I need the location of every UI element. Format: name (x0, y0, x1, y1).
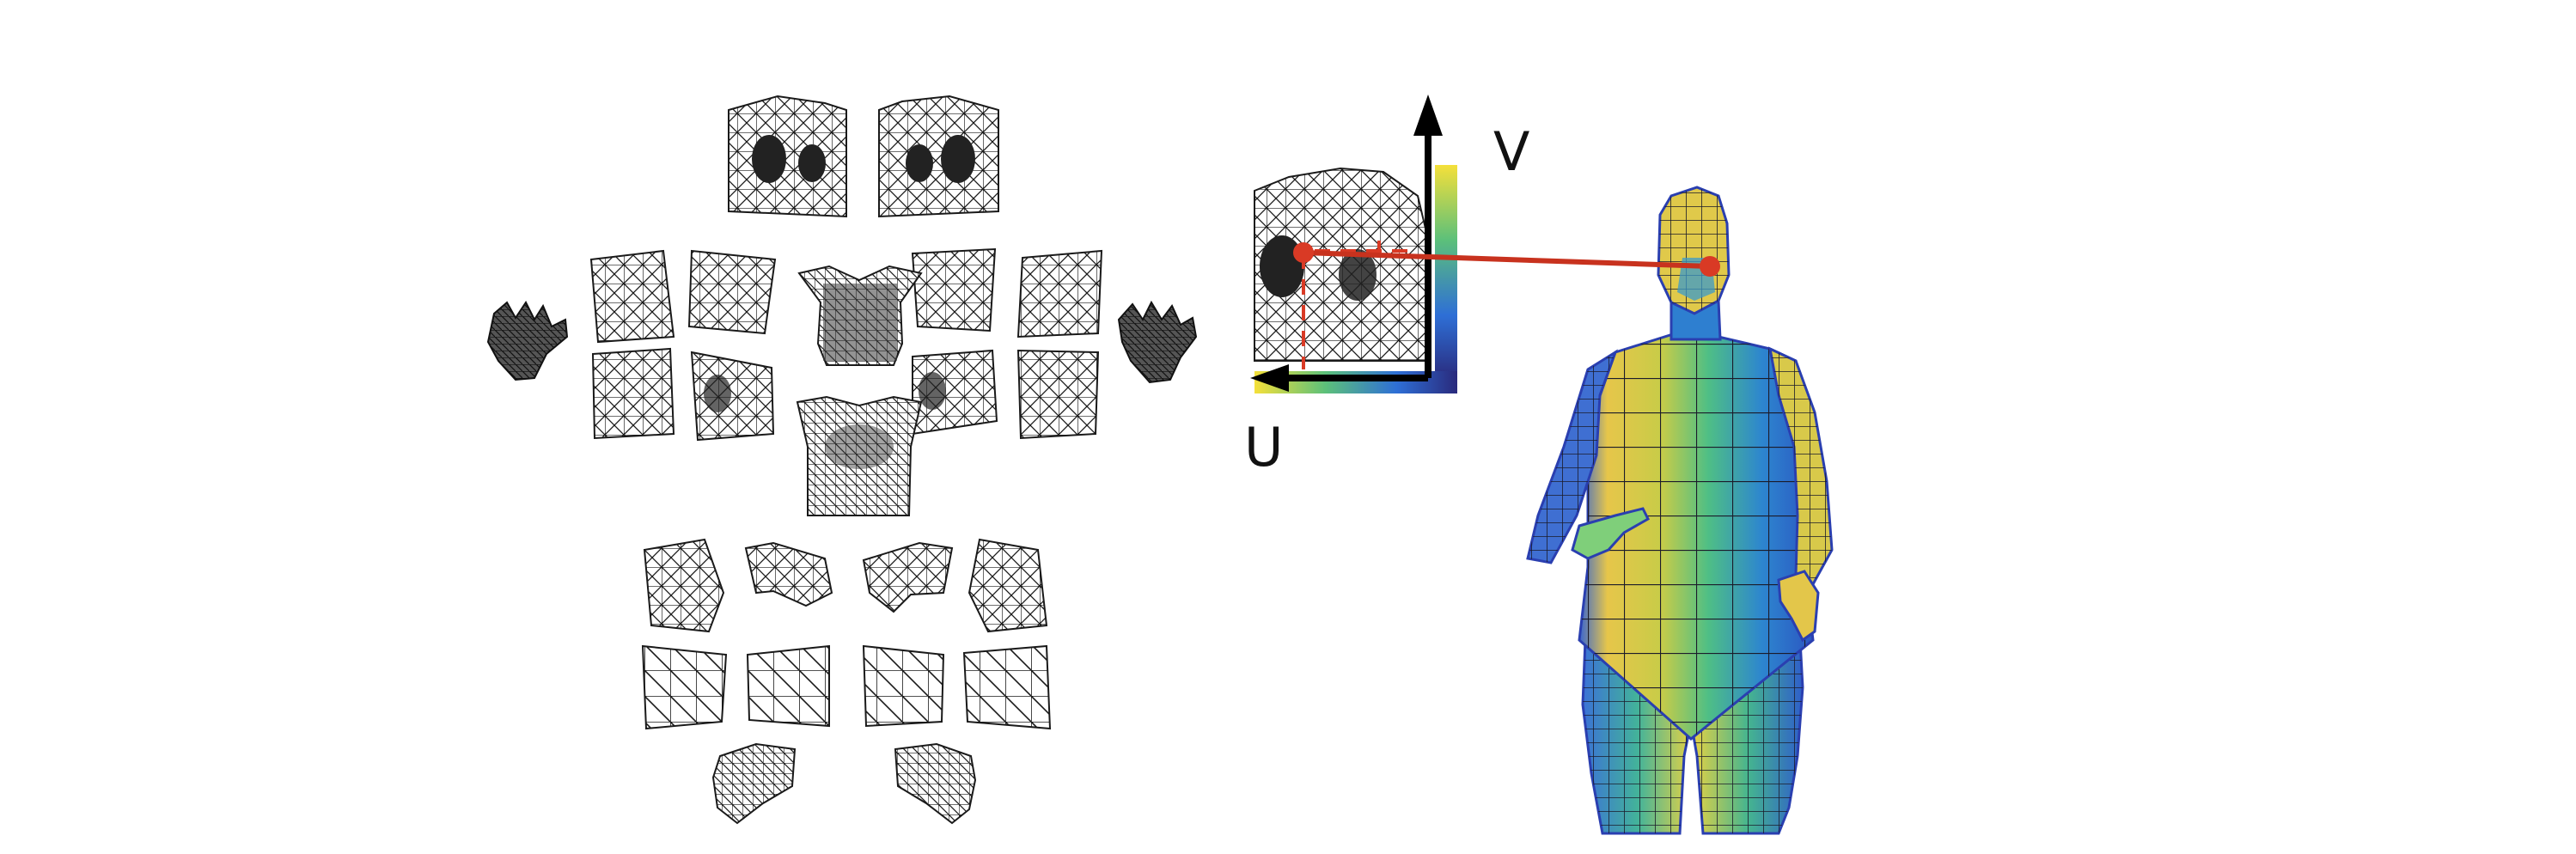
thigh-chart-3 (862, 541, 954, 613)
arm-chart-3 (911, 247, 997, 332)
arm-chart-4 (1016, 249, 1103, 339)
shin-chart-4 (962, 644, 1052, 730)
uv-point-marker (1293, 242, 1314, 263)
forearm-chart-4 (1016, 349, 1100, 440)
v-axis-label: V (1493, 120, 1529, 183)
torso-chart-back (796, 395, 923, 516)
arrow-up-icon (1413, 95, 1443, 136)
body-hand-right (1777, 570, 1820, 643)
correspondence-line (1303, 250, 1711, 269)
shin-chart-3 (862, 644, 945, 728)
thigh-chart-4 (968, 538, 1048, 633)
uv-correspondence (1293, 242, 1720, 277)
forearm-chart-1 (591, 347, 675, 440)
hand-chart-right (1117, 300, 1198, 384)
surface-point-marker (1700, 256, 1720, 277)
shin-chart-2 (746, 644, 830, 728)
arm-chart-2 (687, 249, 777, 335)
arm-chart-1 (589, 249, 675, 344)
v-gradient-bar (1435, 165, 1457, 380)
uv-atlas (486, 95, 1198, 825)
thigh-chart-2 (744, 541, 833, 607)
body-surface-rendering (1526, 186, 1834, 835)
body-hand-left (1571, 507, 1650, 560)
head-chart-right (878, 95, 999, 218)
hand-chart-left (486, 301, 569, 381)
head-chart-left (728, 95, 847, 218)
foot-chart-right (894, 742, 977, 825)
thigh-chart-1 (643, 538, 725, 633)
arrow-left-icon (1250, 364, 1289, 392)
shin-chart-1 (641, 644, 728, 730)
forearm-chart-2 (690, 351, 775, 442)
u-axis-label: U (1244, 416, 1283, 479)
foot-chart-left (711, 742, 797, 825)
uv-chart-zoom: V U (1244, 95, 1529, 479)
